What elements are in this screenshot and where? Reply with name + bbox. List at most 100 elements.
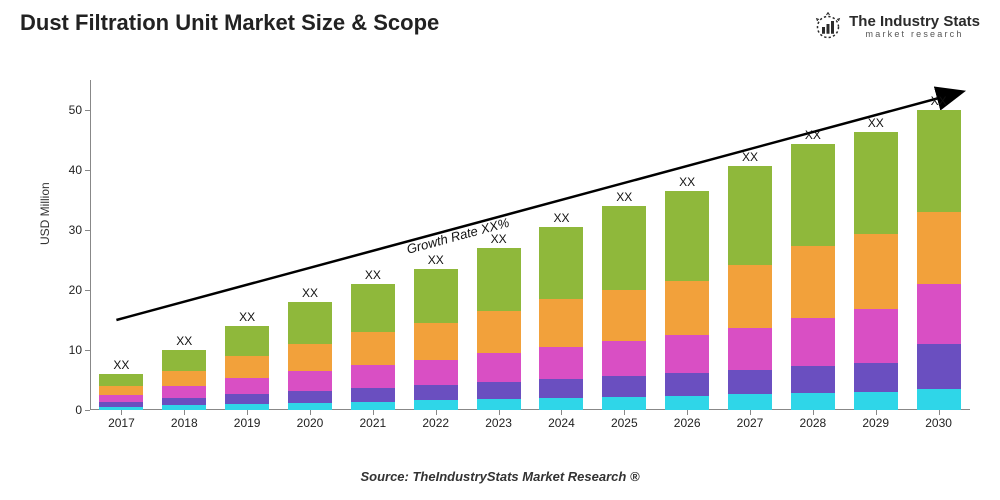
bar-segment bbox=[791, 366, 835, 393]
bar-segment bbox=[539, 347, 583, 379]
bar-segment bbox=[414, 400, 458, 410]
stacked-bar bbox=[854, 132, 898, 410]
x-tick-label: 2023 bbox=[485, 416, 512, 430]
bar-segment bbox=[539, 379, 583, 398]
bar-segment bbox=[917, 212, 961, 284]
bar-segment bbox=[414, 385, 458, 401]
bar-slot: XX2019 bbox=[216, 80, 279, 410]
bar-segment bbox=[477, 382, 521, 399]
bar-slot: XX2026 bbox=[656, 80, 719, 410]
bar-segment bbox=[477, 248, 521, 311]
bar-segment bbox=[854, 132, 898, 234]
logo-sub-text: market research bbox=[849, 30, 980, 39]
bar-segment bbox=[602, 290, 646, 341]
stacked-bar bbox=[351, 284, 395, 410]
bar-slot: XX2028 bbox=[781, 80, 844, 410]
x-tick-mark bbox=[624, 410, 625, 415]
bar-segment bbox=[162, 398, 206, 405]
bar-segment bbox=[162, 350, 206, 371]
x-tick-mark bbox=[310, 410, 311, 415]
bar-segment bbox=[225, 394, 269, 404]
y-tick-mark bbox=[85, 110, 90, 111]
x-tick-mark bbox=[750, 410, 751, 415]
stacked-bar bbox=[477, 248, 521, 410]
x-tick-mark bbox=[184, 410, 185, 415]
bar-slot: XX2024 bbox=[530, 80, 593, 410]
stacked-bar bbox=[539, 227, 583, 410]
bar-value-label: XX bbox=[679, 175, 695, 189]
x-tick-label: 2025 bbox=[611, 416, 638, 430]
stacked-bar bbox=[225, 326, 269, 410]
bar-segment bbox=[791, 246, 835, 318]
bar-segment bbox=[602, 206, 646, 290]
bar-segment bbox=[917, 110, 961, 212]
bar-slot: XX2021 bbox=[341, 80, 404, 410]
bar-value-label: XX bbox=[113, 358, 129, 372]
bar-segment bbox=[728, 328, 772, 370]
bar-segment bbox=[854, 234, 898, 309]
bar-segment bbox=[351, 365, 395, 388]
chart-title: Dust Filtration Unit Market Size & Scope bbox=[20, 10, 439, 36]
bar-slot: XX2020 bbox=[279, 80, 342, 410]
bar-segment bbox=[665, 373, 709, 396]
bar-segment bbox=[917, 344, 961, 389]
bar-value-label: XX bbox=[742, 150, 758, 164]
bar-value-label: XX bbox=[931, 94, 947, 108]
stacked-bar bbox=[99, 374, 143, 410]
bar-segment bbox=[791, 393, 835, 410]
source-caption: Source: TheIndustryStats Market Research… bbox=[0, 469, 1000, 484]
bar-segment bbox=[288, 302, 332, 344]
y-tick-mark bbox=[85, 350, 90, 351]
bar-segment bbox=[791, 144, 835, 246]
bar-segment bbox=[665, 335, 709, 373]
x-tick-label: 2029 bbox=[862, 416, 889, 430]
bar-segment bbox=[602, 341, 646, 376]
x-tick-mark bbox=[247, 410, 248, 415]
bar-segment bbox=[225, 356, 269, 378]
bar-slot: XX2022 bbox=[404, 80, 467, 410]
x-tick-label: 2017 bbox=[108, 416, 135, 430]
bar-segment bbox=[602, 397, 646, 410]
y-tick-mark bbox=[85, 290, 90, 291]
bar-segment bbox=[854, 309, 898, 363]
logo-main-text: The Industry Stats bbox=[849, 14, 980, 30]
x-tick-mark bbox=[121, 410, 122, 415]
x-tick-label: 2020 bbox=[297, 416, 324, 430]
x-tick-label: 2027 bbox=[737, 416, 764, 430]
bar-segment bbox=[288, 391, 332, 403]
stacked-bar bbox=[791, 144, 835, 410]
bar-segment bbox=[728, 166, 772, 265]
brand-logo: The Industry Stats market research bbox=[813, 12, 980, 42]
bar-segment bbox=[99, 374, 143, 386]
bar-segment bbox=[351, 388, 395, 402]
stacked-bar bbox=[602, 206, 646, 410]
stacked-bar bbox=[288, 302, 332, 410]
y-axis-label: USD Million bbox=[38, 182, 52, 245]
bar-value-label: XX bbox=[428, 253, 444, 267]
bar-slot: XX2025 bbox=[593, 80, 656, 410]
bar-value-label: XX bbox=[239, 310, 255, 324]
bar-segment bbox=[288, 371, 332, 391]
bar-segment bbox=[665, 396, 709, 410]
bar-segment bbox=[854, 392, 898, 410]
bar-segment bbox=[414, 269, 458, 323]
chart-plot-area: Growth Rate XX% XX2017XX2018XX2019XX2020… bbox=[90, 80, 970, 410]
x-tick-mark bbox=[687, 410, 688, 415]
x-tick-mark bbox=[499, 410, 500, 415]
x-tick-mark bbox=[373, 410, 374, 415]
bar-segment bbox=[225, 326, 269, 356]
bar-slot: XX2018 bbox=[153, 80, 216, 410]
bar-segment bbox=[351, 284, 395, 332]
x-tick-label: 2030 bbox=[925, 416, 952, 430]
x-tick-mark bbox=[876, 410, 877, 415]
bar-segment bbox=[917, 389, 961, 410]
x-tick-mark bbox=[813, 410, 814, 415]
stacked-bar bbox=[162, 350, 206, 410]
bar-slot: XX2027 bbox=[719, 80, 782, 410]
bar-segment bbox=[477, 399, 521, 410]
bar-value-label: XX bbox=[805, 128, 821, 142]
bar-segment bbox=[539, 299, 583, 347]
bar-segment bbox=[288, 403, 332, 410]
bar-segment bbox=[351, 402, 395, 410]
y-tick-mark bbox=[85, 410, 90, 411]
